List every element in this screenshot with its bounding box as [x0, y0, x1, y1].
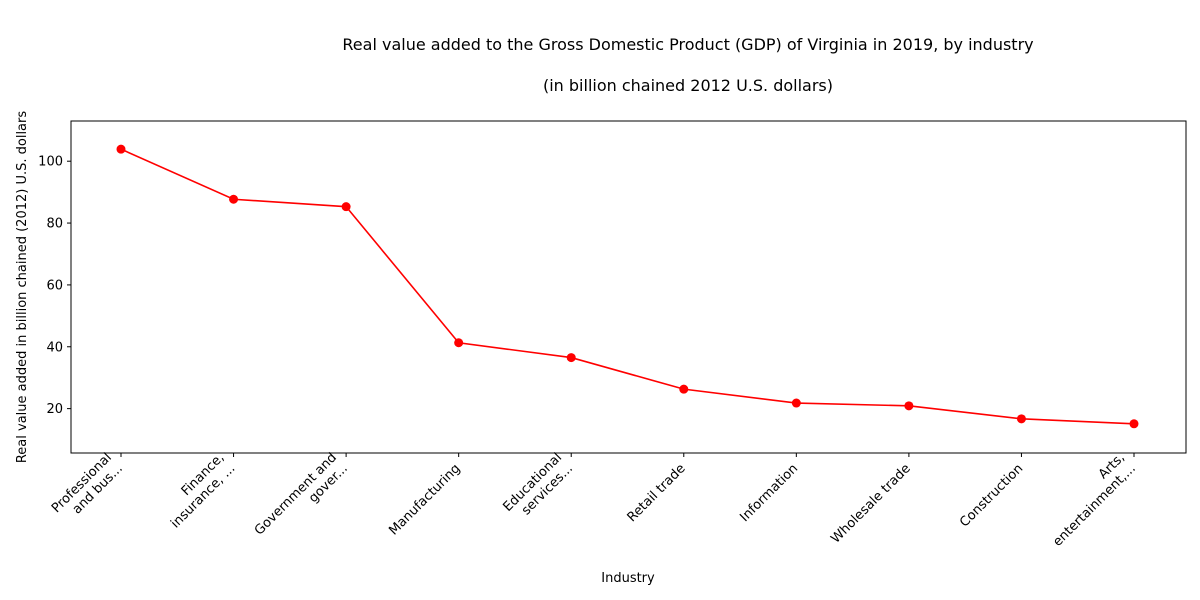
x-tick-label: Professionaland bus...	[49, 450, 126, 527]
data-point	[341, 202, 351, 212]
x-tick-label: Manufacturing	[386, 461, 463, 538]
x-tick-label: Construction	[957, 461, 1026, 530]
x-axis-label: Industry	[601, 571, 655, 586]
chart-title: Real value added to the Gross Domestic P…	[342, 35, 1033, 54]
data-point	[1129, 419, 1139, 429]
x-tick-label: Wholesale trade	[828, 461, 913, 546]
x-tick-label: Retail trade	[625, 461, 689, 525]
data-point	[116, 144, 126, 154]
y-axis: 20 40 60 80 100	[38, 155, 71, 417]
y-tick-label: 40	[46, 340, 63, 355]
chart-subtitle: (in billion chained 2012 U.S. dollars)	[543, 76, 833, 95]
x-tick-label: Educationalservices...	[501, 450, 577, 526]
y-tick-label: 100	[38, 155, 63, 170]
data-point	[454, 338, 464, 348]
y-axis-label: Real value added in billion chained (201…	[15, 111, 30, 464]
y-tick-label: 80	[46, 217, 63, 232]
data-point	[679, 384, 689, 394]
y-tick-label: 60	[46, 278, 63, 293]
data-point	[1016, 414, 1026, 424]
x-tick-label: Finance,insurance, ...	[157, 450, 238, 531]
y-tick-label: 20	[46, 402, 63, 417]
data-point	[566, 353, 576, 363]
plot-area-frame	[70, 120, 1187, 454]
x-tick-label: Government andgover...	[252, 450, 351, 549]
data-point	[904, 401, 914, 411]
series-markers	[116, 144, 1139, 429]
x-axis: Professionaland bus... Finance,insurance,…	[49, 450, 1139, 549]
x-tick-label: Information	[737, 461, 801, 525]
series-line	[120, 148, 1135, 425]
data-point	[791, 398, 801, 408]
x-tick-label: Arts,entertainment,...	[1039, 450, 1138, 549]
data-point	[229, 194, 239, 204]
